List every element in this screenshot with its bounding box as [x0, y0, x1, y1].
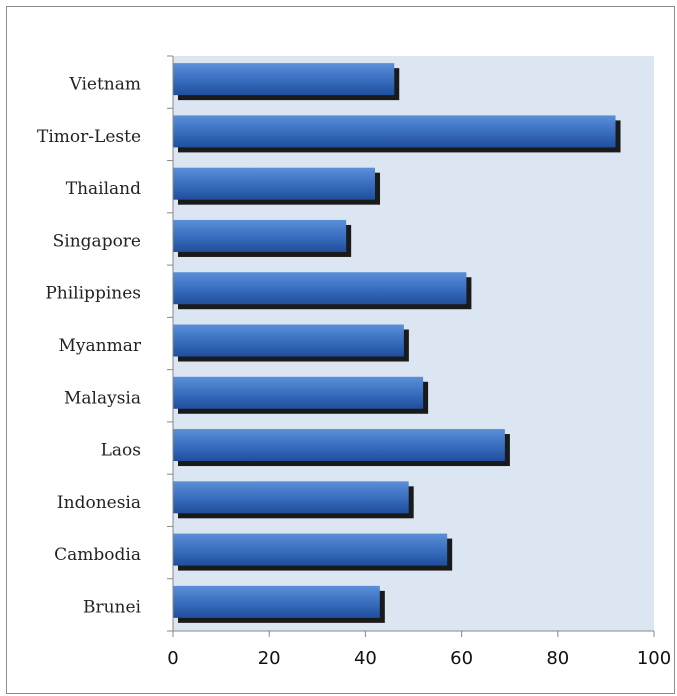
x-tick-label: 80: [546, 648, 569, 669]
y-tick-label: Thailand: [66, 179, 141, 199]
y-axis: Brunei Cambodia Indonesia Laos Malaysia Myanm…: [37, 55, 174, 632]
bars: [173, 63, 621, 623]
y-tick-label: Malaysia: [64, 388, 141, 408]
y-tick-label: Myanmar: [59, 336, 142, 356]
y-tick-label: Philippines: [45, 284, 141, 304]
bar-timor-leste: [173, 115, 616, 148]
bar-singapore: [173, 219, 347, 252]
y-tick-label: Laos: [101, 441, 141, 461]
x-tick-label: 100: [637, 648, 671, 669]
bar-cambodia: [173, 533, 448, 566]
x-tick-label: 60: [450, 648, 473, 669]
y-tick-label: Singapore: [53, 231, 141, 251]
y-tick-label: Indonesia: [57, 493, 141, 513]
y-tick-label: Brunei: [83, 597, 142, 617]
y-tick-label: Vietnam: [68, 75, 141, 95]
y-tick-label: Timor-Leste: [37, 127, 141, 147]
x-tick-label: 20: [258, 648, 281, 669]
x-axis: 0 20 40 60 80 100: [167, 630, 671, 669]
bar-thailand: [173, 167, 376, 200]
bar-malaysia: [173, 376, 424, 409]
y-tick-label: Cambodia: [54, 545, 141, 565]
x-tick-label: 40: [354, 648, 377, 669]
bar-indonesia: [173, 481, 409, 514]
bar-myanmar: [173, 324, 404, 357]
x-tick-label: 0: [167, 648, 178, 669]
bar-philippines: [173, 272, 467, 305]
bar-vietnam: [173, 63, 395, 96]
bar-brunei: [173, 585, 380, 618]
bar-laos: [173, 429, 505, 462]
